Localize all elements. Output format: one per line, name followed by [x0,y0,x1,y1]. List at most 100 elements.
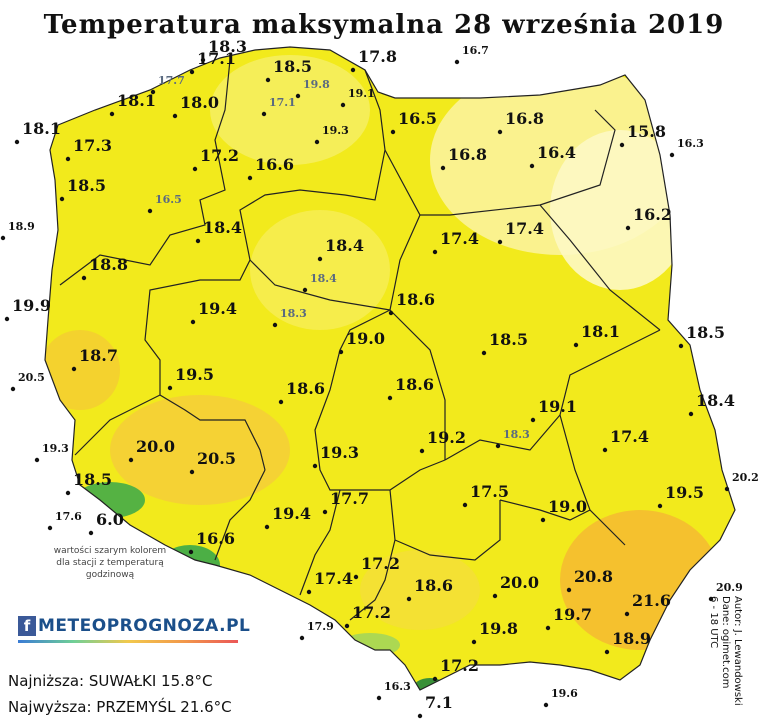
station-value: 18.5 [73,470,112,489]
station-dot [312,463,318,469]
station-dot [247,175,253,181]
station-dot [189,469,195,475]
station-value: 7.1 [425,693,453,712]
logo-name: METEOPROGNOZA.PL [38,616,251,636]
station-value: 19.0 [346,329,385,348]
meteoprognoza-logo[interactable]: f METEOPROGNOZA.PL [18,614,251,643]
station-dot [657,503,663,509]
station-dot [65,156,71,162]
station-value: 16.4 [537,143,576,162]
station-dot [529,163,535,169]
min-max-summary: Najniższa: SUWAŁKI 15.8°C Najwyższa: PRZ… [8,668,232,720]
station-value: 19.1 [538,397,577,416]
station-dot [390,129,396,135]
station-value: 17.1 [269,96,296,109]
station-value: 20.2 [732,471,759,484]
station-dot [432,249,438,255]
station-value: 18.6 [396,290,435,309]
station-dot [109,111,115,117]
station-value: 18.3 [208,37,247,56]
station-dot [619,142,625,148]
station-value: 18.5 [273,57,312,76]
station-value: 21.6 [632,591,671,610]
logo-color-bar [18,640,238,643]
station-dot [295,93,301,99]
station-dot [0,235,6,241]
station-value: 20.9 [716,581,743,594]
station-value: 19.3 [42,442,69,455]
station-value: 16.3 [677,137,704,150]
station-dot [338,349,344,355]
station-value: 18.5 [686,323,725,342]
station-dot [432,676,438,682]
station-value: 16.5 [155,193,182,206]
station-value: 18.6 [395,375,434,394]
station-dot [195,238,201,244]
station-dot [192,166,198,172]
station-value: 16.6 [196,529,235,548]
station-value: 18.5 [489,330,528,349]
station-dot [530,417,536,423]
station-dot [190,319,196,325]
station-dot [59,196,65,202]
station-dot [14,139,20,145]
station-dot [340,102,346,108]
station-value: 20.0 [500,573,539,592]
station-value: 18.7 [79,346,118,365]
station-value: 19.6 [551,687,578,700]
station-dot [387,395,393,401]
station-dot [189,69,195,75]
station-dot [65,490,71,496]
station-value: 19.9 [12,296,51,315]
station-value: 15.8 [627,122,666,141]
station-value: 19.4 [272,504,311,523]
station-dot [265,77,271,83]
station-dot [47,525,53,531]
station-value: 18.9 [612,629,651,648]
station-value: 20.5 [197,449,236,468]
station-dot [566,587,572,593]
station-value: 19.8 [479,619,518,638]
station-value: 18.3 [280,307,307,320]
station-value: 17.4 [505,219,544,238]
station-dot [497,129,503,135]
station-value: 16.8 [448,145,487,164]
station-value: 17.2 [200,146,239,165]
station-value: 17.7 [158,74,185,87]
station-value: 18.6 [414,576,453,595]
station-dot [543,702,549,708]
station-value: 18.9 [8,220,35,233]
facebook-icon[interactable]: f [18,616,36,636]
station-value: 19.2 [427,428,466,447]
station-value: 17.6 [55,510,82,523]
station-value: 17.4 [440,229,479,248]
station-value: 16.8 [505,109,544,128]
station-value: 17.5 [470,482,509,501]
station-value: 17.4 [314,569,353,588]
station-value: 17.2 [361,554,400,573]
station-value: 16.2 [633,205,672,224]
station-dot [299,635,305,641]
station-dot [545,625,551,631]
station-value: 18.4 [696,391,735,410]
station-dot [314,139,320,145]
station-dot [471,639,477,645]
station-value: 18.1 [581,322,620,341]
station-value: 19.0 [548,497,587,516]
station-dot [128,457,134,463]
station-dot [278,399,284,405]
data-source-line: Dane: ogimet.com [720,596,731,689]
station-value: 18.8 [89,255,128,274]
station-value: 19.7 [553,605,592,624]
station-dot [462,502,468,508]
station-dot [188,549,194,555]
station-value: 17.7 [330,489,369,508]
station-dot [353,574,359,580]
station-dot [81,275,87,281]
station-dot [306,589,312,595]
station-dot [492,593,498,599]
station-dot [573,342,579,348]
min-temperature: Najniższa: SUWAŁKI 15.8°C [8,672,213,690]
station-value: 19.1 [348,87,375,100]
station-dot [264,524,270,530]
